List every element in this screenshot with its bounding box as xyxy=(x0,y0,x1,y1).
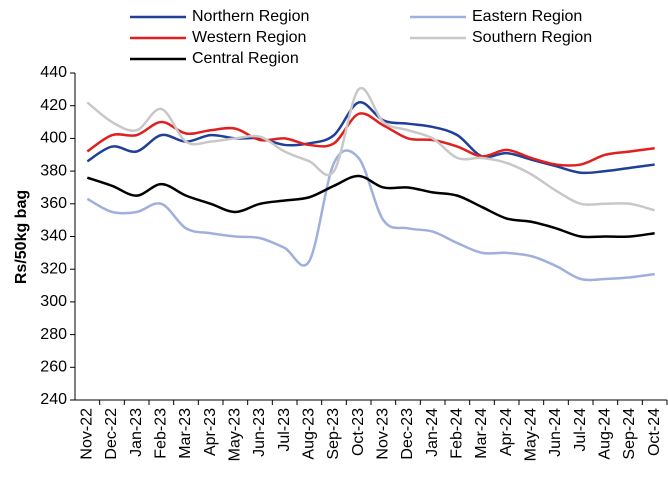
legend-label: Eastern Region xyxy=(472,8,582,25)
legend-label: Western Region xyxy=(192,29,306,46)
x-tick-label: Sep-23 xyxy=(325,408,342,460)
x-tick-label: Feb-23 xyxy=(153,408,170,459)
line-series xyxy=(86,86,656,212)
line-series xyxy=(86,174,655,239)
y-tick-label: 420 xyxy=(40,97,67,114)
x-tick-label: Jun-24 xyxy=(547,408,564,457)
x-tick-label: Apr-24 xyxy=(498,408,515,456)
line-series xyxy=(86,112,655,167)
legend-label: Central Region xyxy=(192,50,299,67)
x-tick-label: Jul-24 xyxy=(572,408,589,452)
x-tick-label: Jun-23 xyxy=(251,408,268,457)
x-tick-label: Oct-23 xyxy=(350,408,367,456)
x-tick-label: Mar-23 xyxy=(177,408,194,459)
y-tick-label: 360 xyxy=(40,195,67,212)
y-tick-label: 440 xyxy=(40,64,67,81)
y-tick-label: 260 xyxy=(40,359,67,376)
x-tick-label: Sep-24 xyxy=(621,408,638,460)
y-axis-label: Rs/50kg bag xyxy=(13,190,30,284)
y-tick-label: 300 xyxy=(40,293,67,310)
x-tick-label: Dec-22 xyxy=(103,408,120,460)
y-tick-label: 280 xyxy=(40,326,67,343)
line-series xyxy=(86,101,655,175)
x-tick-label: Oct-24 xyxy=(646,408,663,456)
line-series xyxy=(86,149,655,282)
x-tick-label: Aug-24 xyxy=(597,408,614,460)
legend-label: Southern Region xyxy=(472,29,592,46)
x-tick-label: Dec-23 xyxy=(399,408,416,460)
x-tick-label: Apr-23 xyxy=(202,408,219,456)
x-tick-label: May-23 xyxy=(227,408,244,461)
x-tick-label: May-24 xyxy=(523,408,540,461)
y-tick-label: 340 xyxy=(40,228,67,245)
y-tick-label: 400 xyxy=(40,130,67,147)
y-tick-label: 320 xyxy=(40,260,67,277)
x-tick-label: Jan-23 xyxy=(128,408,145,457)
x-tick-label: Aug-23 xyxy=(301,408,318,460)
y-tick-label: 380 xyxy=(40,162,67,179)
x-tick-label: Jul-23 xyxy=(276,408,293,452)
x-tick-label: Jan-24 xyxy=(424,408,441,457)
x-tick-label: Mar-24 xyxy=(473,408,490,459)
x-tick-label: Feb-24 xyxy=(449,408,466,459)
x-tick-label: Nov-22 xyxy=(79,408,96,460)
legend-label: Northern Region xyxy=(192,8,309,25)
x-tick-label: Nov-23 xyxy=(375,408,392,460)
y-tick-label: 240 xyxy=(40,391,67,408)
